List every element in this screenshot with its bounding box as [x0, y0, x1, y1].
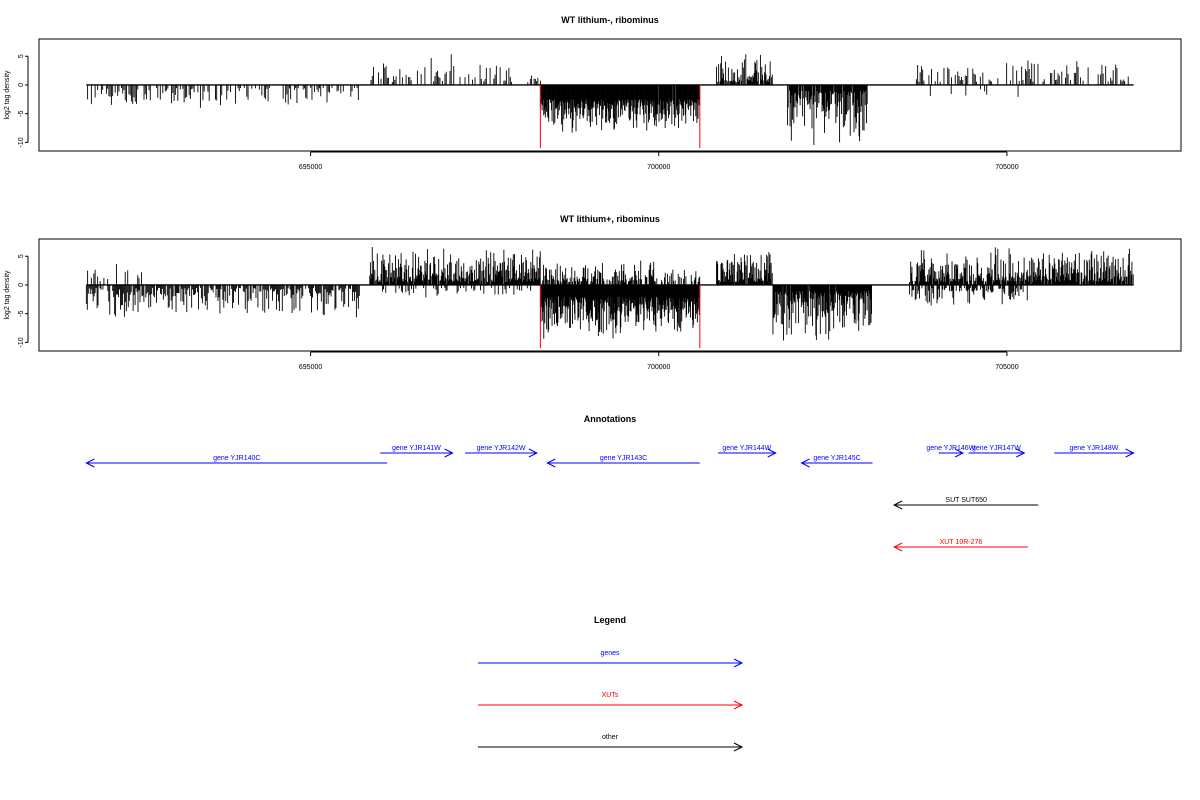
panel-title: WT lithium+, ribominus — [560, 214, 660, 224]
y-tick-label: -10 — [18, 337, 25, 347]
x-axis: 695000 700000 705000 — [299, 151, 1019, 171]
feature-arrow — [465, 448, 539, 458]
x-tick-label: 695000 — [299, 364, 322, 371]
feature-label: gene YJR148W — [1070, 445, 1119, 452]
feature-arrow — [85, 458, 388, 468]
feature-label: gene YJR143C — [600, 455, 647, 462]
y-tick-label: -5 — [18, 110, 25, 116]
panel-title: WT lithium-, ribominus — [561, 15, 659, 25]
annotations-title: Annotations — [584, 414, 637, 424]
feature-label: gene YJR142W — [477, 445, 526, 452]
y-axis-label: log2 tag density — [4, 70, 11, 120]
legend-arrow — [478, 742, 744, 752]
coverage-bars — [85, 247, 1134, 349]
feature-label: gene YJR147W — [972, 445, 1021, 452]
feature-arrow — [892, 500, 1039, 510]
x-tick-label: 700000 — [647, 364, 670, 371]
x-tick-label: 695000 — [299, 164, 322, 171]
plot-frame — [38, 38, 1182, 152]
legend-label: other — [602, 734, 619, 741]
y-tick-label: -5 — [18, 310, 25, 316]
feature-label: gene YJR144W — [722, 445, 771, 452]
y-axis: -10 -5 0 5 — [18, 254, 29, 347]
feature-arrow — [717, 448, 777, 458]
x-tick-label: 700000 — [647, 164, 670, 171]
y-tick-label: 5 — [18, 254, 25, 258]
feature-arrow — [380, 448, 454, 458]
legend-arrow — [478, 700, 744, 710]
coverage-bars — [86, 54, 1134, 149]
feature-arrow — [1054, 448, 1135, 458]
x-tick-label: 705000 — [995, 164, 1018, 171]
plot-frame — [38, 238, 1182, 352]
legend: genes XUTs other — [478, 650, 744, 752]
feature-arrow — [968, 448, 1026, 458]
feature-arrow — [800, 458, 873, 468]
y-axis-label: log2 tag density — [4, 270, 11, 320]
legend-title: Legend — [594, 615, 626, 625]
y-tick-label: -10 — [18, 137, 25, 147]
y-axis: -10 -5 0 5 — [18, 54, 29, 147]
feature-label: gene YJR140C — [213, 455, 260, 462]
feature-arrow — [892, 542, 1028, 552]
feature-arrow — [546, 458, 700, 468]
feature-label: gene YJR146W — [926, 445, 975, 452]
x-axis: 695000 700000 705000 — [299, 351, 1019, 371]
y-tick-label: 5 — [18, 54, 25, 58]
x-tick-label: 705000 — [995, 364, 1018, 371]
feature-label: gene YJR141W — [392, 445, 441, 452]
annotation-track: gene YJR140C gene YJR141W gene YJR142W gene… — [85, 445, 1135, 552]
feature-arrow — [938, 448, 965, 458]
legend-label: XUTs — [602, 692, 619, 699]
feature-label: gene YJR145C — [813, 455, 860, 462]
feature-label: XUT 10R-276 — [940, 539, 983, 546]
legend-arrow — [478, 658, 744, 668]
y-tick-label: 0 — [18, 283, 25, 287]
legend-label: genes — [600, 650, 620, 657]
y-tick-label: 0 — [18, 83, 25, 87]
feature-label: SUT SUT650 — [945, 497, 987, 504]
